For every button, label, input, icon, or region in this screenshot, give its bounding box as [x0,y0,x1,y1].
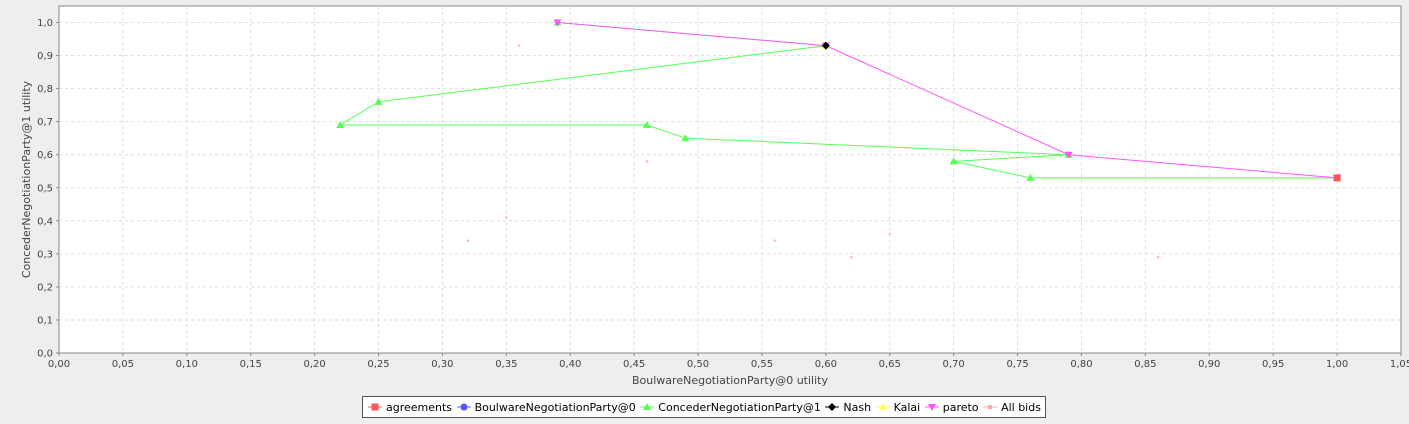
point-all-bids [518,44,521,47]
legend-swatch-nash [825,403,840,411]
point-pareto [1064,151,1073,159]
legend-label: Kalai [893,400,921,414]
x-tick-label: 0,35 [495,359,517,370]
y-tick-label: 1,0 [37,18,53,29]
legend-label: ConcederNegotiationParty@1 [658,400,821,414]
series-line-concedernegotiationparty-1 [338,22,1338,179]
legend-item-nash: Nash [824,401,871,414]
legend-label: BoulwareNegotiationParty@0 [474,400,636,414]
point-all-bids [888,233,891,236]
x-tick-label: 0,40 [559,359,581,370]
y-tick-label: 0,8 [37,84,53,95]
point-all-bids [466,239,469,242]
point-concedernegotiationparty-1 [681,134,690,142]
x-tick-label: 0,70 [943,359,965,370]
y-tick-label: 0,3 [37,249,53,260]
legend-label: All bids [1001,400,1041,414]
point-all-bids [505,216,508,219]
y-tick-label: 0,1 [37,315,53,326]
y-tick-label: 0,9 [37,51,53,62]
x-tick-label: 0,65 [879,359,901,370]
y-tick-label: 0,2 [37,282,53,293]
point-concedernegotiationparty-1 [336,120,345,128]
legend-item-kalai: Kalai [875,400,921,414]
y-tick-label: 0,4 [37,216,53,227]
point-all-bids [645,160,648,163]
legend-item-all-bids: All bids [982,401,1041,414]
legend-marker-agreements [371,403,379,411]
y-tick-label: 0,0 [37,349,53,360]
x-tick-label: 0,95 [1262,359,1284,370]
point-concedernegotiationparty-1 [642,120,651,128]
plot-background [58,5,1402,354]
x-tick-label: 0,05 [112,359,134,370]
legend-marker-nash [828,403,837,411]
x-tick-label: 0,45 [623,359,645,370]
series-line-pareto [557,22,1338,179]
chart-legend: agreements BoulwareNegotiationParty@0 Conc… [362,396,1046,418]
point-agreements [1333,174,1341,182]
x-tick-label: 0,00 [48,359,70,370]
point-nash [821,41,830,50]
legend-marker-concedernegotiationparty-1 [643,403,652,410]
legend-item-agreements: agreements [367,401,452,414]
y-axis-title: ConcederNegotiationParty@1 utility [20,80,33,278]
x-tick-label: 0,20 [303,359,325,370]
x-axis-title: BoulwareNegotiationParty@0 utility [632,374,828,387]
legend-marker-pareto [927,404,936,411]
x-tick-label: 1,00 [1326,359,1348,370]
legend-swatch-agreements [368,403,382,411]
x-tick-label: 0,80 [1070,359,1092,370]
legend-swatch-boulwarenegotiationparty-0 [456,403,471,411]
y-tick-label: 0,6 [37,150,53,161]
x-tick-label: 0,15 [240,359,262,370]
legend-label: Nash [843,400,872,414]
legend-label: agreements [386,400,453,414]
x-tick-label: 0,30 [431,359,453,370]
legend-swatch-pareto [924,404,939,411]
point-concedernegotiationparty-1 [1026,173,1035,181]
point-all-bids [850,256,853,259]
legend-item-boulwarenegotiationparty-0: BoulwareNegotiationParty@0 [456,401,636,414]
legend-marker-kalai [878,403,887,410]
x-tick-label: 0,85 [1134,359,1156,370]
point-concedernegotiationparty-1 [374,97,383,105]
point-pareto [553,19,562,27]
legend-marker-boulwarenegotiationparty-0 [460,403,468,411]
legend-swatch-concedernegotiationparty-1 [640,403,655,410]
x-tick-label: 0,25 [367,359,389,370]
legend-label: pareto [942,400,979,414]
point-concedernegotiationparty-1 [949,157,958,165]
legend-item-pareto: pareto [924,401,979,414]
x-tick-label: 0,60 [815,359,837,370]
x-tick-label: 0,50 [687,359,709,370]
x-tick-label: 0,90 [1198,359,1220,370]
x-tick-label: 0,10 [176,359,198,370]
legend-swatch-kalai [875,403,890,410]
x-tick-label: 1,05 [1390,359,1409,370]
point-all-bids [773,239,776,242]
legend-item-concedernegotiationparty-1: ConcederNegotiationParty@1 [639,401,821,414]
point-all-bids [1157,256,1160,259]
y-tick-label: 0,7 [37,117,53,128]
y-tick-label: 0,5 [37,183,53,194]
x-tick-label: 0,75 [1006,359,1028,370]
legend-swatch-all-bids [983,405,998,409]
x-tick-label: 0,55 [751,359,773,370]
